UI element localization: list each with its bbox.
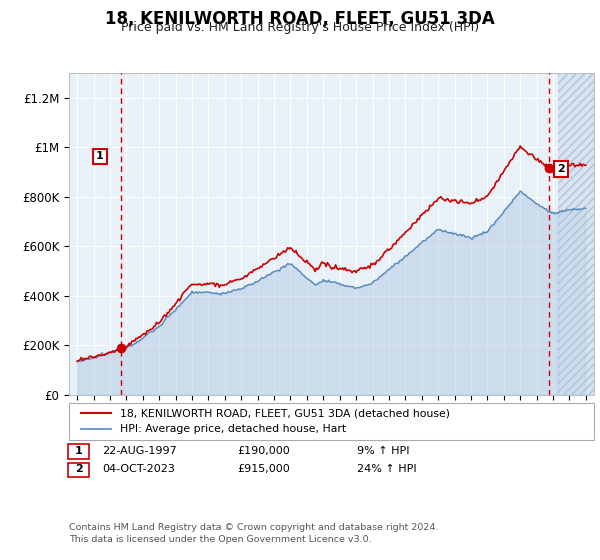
Text: Price paid vs. HM Land Registry's House Price Index (HPI): Price paid vs. HM Land Registry's House … <box>121 21 479 34</box>
Text: 18, KENILWORTH ROAD, FLEET, GU51 3DA (detached house): 18, KENILWORTH ROAD, FLEET, GU51 3DA (de… <box>120 408 450 418</box>
Bar <box>558 73 600 395</box>
Text: 04-OCT-2023: 04-OCT-2023 <box>102 464 175 474</box>
Text: 2: 2 <box>557 164 565 174</box>
Text: 1: 1 <box>96 152 104 161</box>
Text: 1: 1 <box>75 446 83 456</box>
Text: 18, KENILWORTH ROAD, FLEET, GU51 3DA: 18, KENILWORTH ROAD, FLEET, GU51 3DA <box>105 10 495 28</box>
Text: 9% ↑ HPI: 9% ↑ HPI <box>357 446 409 456</box>
Text: 22-AUG-1997: 22-AUG-1997 <box>102 446 177 456</box>
Text: HPI: Average price, detached house, Hart: HPI: Average price, detached house, Hart <box>120 424 346 435</box>
Text: Contains HM Land Registry data © Crown copyright and database right 2024.
This d: Contains HM Land Registry data © Crown c… <box>69 523 439 544</box>
Text: £190,000: £190,000 <box>237 446 290 456</box>
Text: £915,000: £915,000 <box>237 464 290 474</box>
Text: 2: 2 <box>75 464 83 474</box>
Text: 24% ↑ HPI: 24% ↑ HPI <box>357 464 416 474</box>
Bar <box>558 73 600 395</box>
